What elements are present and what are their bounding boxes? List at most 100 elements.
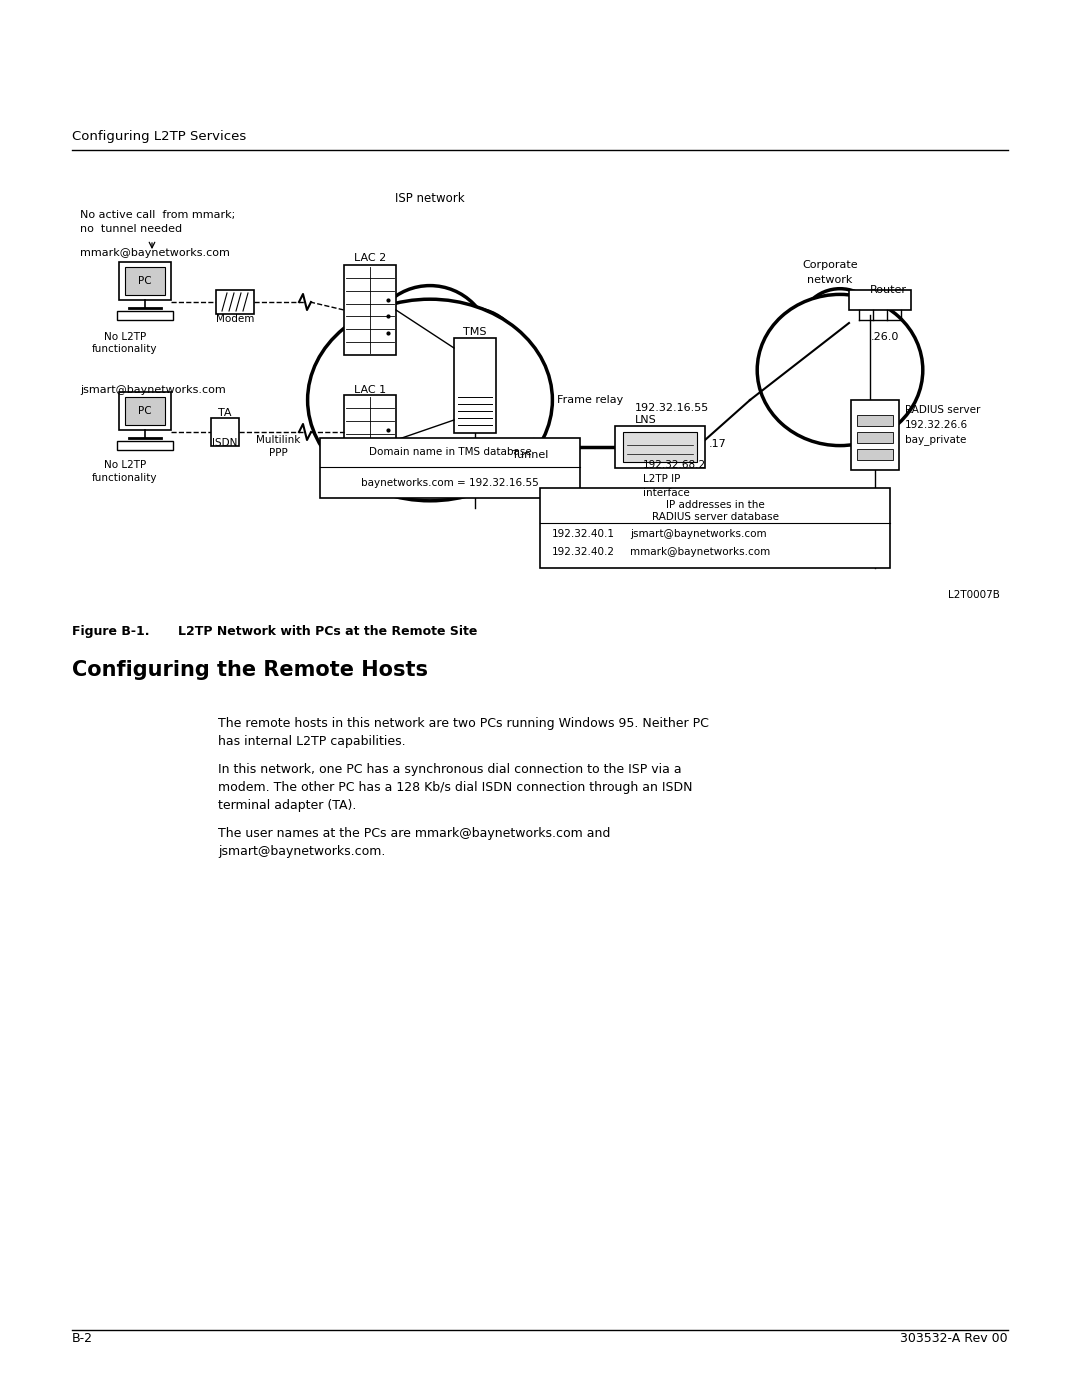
Text: interface: interface <box>643 488 690 497</box>
Text: ISDN: ISDN <box>213 439 238 448</box>
FancyBboxPatch shape <box>117 312 173 320</box>
Circle shape <box>780 369 845 433</box>
Circle shape <box>767 324 832 388</box>
Text: functionality: functionality <box>92 474 158 483</box>
Text: B-2: B-2 <box>72 1331 93 1345</box>
Text: Router: Router <box>869 285 906 295</box>
Text: L2T0007B: L2T0007B <box>948 590 1000 599</box>
FancyBboxPatch shape <box>345 265 396 355</box>
Text: No active call  from mmark;: No active call from mmark; <box>80 210 235 219</box>
Text: ISP network: ISP network <box>395 191 464 205</box>
FancyBboxPatch shape <box>454 338 496 433</box>
Circle shape <box>442 339 530 427</box>
Text: 303532-A Rev 00: 303532-A Rev 00 <box>901 1331 1008 1345</box>
FancyBboxPatch shape <box>858 432 893 443</box>
Text: LAC 1: LAC 1 <box>354 386 386 395</box>
Text: LNS: LNS <box>635 415 657 425</box>
Text: RADIUS server: RADIUS server <box>905 405 981 415</box>
FancyBboxPatch shape <box>540 488 890 569</box>
Circle shape <box>772 352 832 412</box>
Text: LAC 2: LAC 2 <box>354 253 387 263</box>
Text: no  tunnel needed: no tunnel needed <box>80 224 183 235</box>
Text: functionality: functionality <box>92 344 158 353</box>
FancyBboxPatch shape <box>117 441 173 450</box>
FancyBboxPatch shape <box>858 448 893 460</box>
Ellipse shape <box>302 295 557 504</box>
Text: Frame relay: Frame relay <box>557 395 623 405</box>
Text: No L2TP: No L2TP <box>104 460 146 469</box>
Ellipse shape <box>754 291 927 448</box>
Text: network: network <box>808 275 853 285</box>
Circle shape <box>804 367 877 440</box>
FancyBboxPatch shape <box>345 395 396 485</box>
FancyBboxPatch shape <box>125 267 165 295</box>
Text: TMS: TMS <box>463 327 487 337</box>
Text: Modem: Modem <box>216 314 254 324</box>
Circle shape <box>835 366 894 426</box>
FancyBboxPatch shape <box>119 263 171 300</box>
Text: .17: .17 <box>708 439 727 448</box>
Text: RADIUS server database: RADIUS server database <box>651 511 779 522</box>
Ellipse shape <box>757 295 922 446</box>
Text: Configuring the Remote Hosts: Configuring the Remote Hosts <box>72 659 428 680</box>
Circle shape <box>422 391 510 479</box>
Text: The remote hosts in this network are two PCs running Windows 95. Neither PC: The remote hosts in this network are two… <box>218 717 708 731</box>
Circle shape <box>848 327 907 387</box>
Text: 192.32.68.2: 192.32.68.2 <box>643 460 706 469</box>
Text: has internal L2TP capabilities.: has internal L2TP capabilities. <box>218 735 406 747</box>
Text: baynetworks.com = 192.32.16.55: baynetworks.com = 192.32.16.55 <box>361 478 539 488</box>
Text: TA: TA <box>218 408 232 418</box>
Text: mmark@baynetworks.com: mmark@baynetworks.com <box>630 548 770 557</box>
Text: Corporate: Corporate <box>802 260 858 270</box>
Text: The user names at the PCs are mmark@baynetworks.com and: The user names at the PCs are mmark@bayn… <box>218 827 610 840</box>
Circle shape <box>329 373 418 461</box>
Circle shape <box>834 305 903 374</box>
Text: PPP: PPP <box>269 448 287 458</box>
Text: 192.32.40.1: 192.32.40.1 <box>552 529 615 539</box>
Text: PC: PC <box>138 407 152 416</box>
Circle shape <box>420 309 523 411</box>
Text: terminal adapter (TA).: terminal adapter (TA). <box>218 799 356 812</box>
Circle shape <box>337 309 440 411</box>
Circle shape <box>798 289 881 372</box>
FancyBboxPatch shape <box>849 291 912 310</box>
Text: jsmart@baynetworks.com.: jsmart@baynetworks.com. <box>218 845 386 858</box>
Text: Tunnel: Tunnel <box>512 450 549 460</box>
Text: Domain name in TMS database: Domain name in TMS database <box>368 447 531 457</box>
Text: jsmart@baynetworks.com: jsmart@baynetworks.com <box>80 386 226 395</box>
FancyBboxPatch shape <box>211 418 239 446</box>
Text: 192.32.26.6: 192.32.26.6 <box>905 420 968 430</box>
Text: 192.32.40.2: 192.32.40.2 <box>552 548 615 557</box>
FancyBboxPatch shape <box>623 432 697 462</box>
FancyBboxPatch shape <box>858 415 893 426</box>
FancyBboxPatch shape <box>320 439 580 497</box>
FancyBboxPatch shape <box>851 400 899 469</box>
FancyBboxPatch shape <box>125 397 165 425</box>
Circle shape <box>368 285 491 408</box>
Circle shape <box>848 352 907 412</box>
Text: L2TP IP: L2TP IP <box>643 474 680 483</box>
Circle shape <box>442 373 530 461</box>
Ellipse shape <box>308 299 552 500</box>
Text: PC: PC <box>138 277 152 286</box>
Text: Configuring L2TP Services: Configuring L2TP Services <box>72 130 246 142</box>
Circle shape <box>778 305 847 374</box>
Text: modem. The other PC has a 128 Kb/s dial ISDN connection through an ISDN: modem. The other PC has a 128 Kb/s dial … <box>218 781 692 793</box>
Circle shape <box>341 393 436 489</box>
Text: No L2TP: No L2TP <box>104 332 146 342</box>
Text: Figure B-1.: Figure B-1. <box>72 624 149 638</box>
FancyBboxPatch shape <box>119 393 171 430</box>
Text: 192.32.16.55: 192.32.16.55 <box>635 402 710 414</box>
Text: L2TP Network with PCs at the Remote Site: L2TP Network with PCs at the Remote Site <box>178 624 477 638</box>
FancyBboxPatch shape <box>216 291 254 314</box>
FancyBboxPatch shape <box>615 426 705 468</box>
Text: bay_private: bay_private <box>905 434 967 446</box>
Circle shape <box>376 390 485 499</box>
Circle shape <box>322 334 417 429</box>
Text: IP addresses in the: IP addresses in the <box>665 500 765 510</box>
Text: mmark@baynetworks.com: mmark@baynetworks.com <box>80 249 230 258</box>
Text: In this network, one PC has a synchronous dial connection to the ISP via a: In this network, one PC has a synchronou… <box>218 763 681 775</box>
Text: Multilink: Multilink <box>256 434 300 446</box>
Text: jsmart@baynetworks.com: jsmart@baynetworks.com <box>630 529 767 539</box>
Text: .26.0: .26.0 <box>870 332 900 342</box>
